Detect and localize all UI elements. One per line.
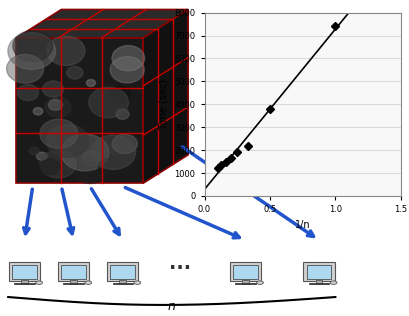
Circle shape [116, 109, 129, 119]
Bar [110, 265, 135, 279]
Bar [119, 280, 126, 283]
Ellipse shape [257, 281, 263, 284]
Bar [58, 262, 89, 281]
Circle shape [86, 80, 95, 87]
Circle shape [7, 54, 44, 83]
Bar [61, 265, 86, 279]
Ellipse shape [85, 281, 92, 284]
Bar [63, 283, 84, 284]
Circle shape [29, 147, 39, 155]
Circle shape [74, 158, 106, 184]
Bar [309, 283, 329, 284]
Circle shape [43, 81, 63, 97]
Circle shape [91, 135, 136, 169]
Polygon shape [143, 9, 188, 183]
Bar [242, 280, 249, 283]
Circle shape [40, 159, 60, 174]
Bar [12, 265, 37, 279]
Circle shape [89, 87, 128, 118]
Bar [107, 262, 138, 281]
Circle shape [47, 125, 88, 157]
Circle shape [112, 134, 137, 154]
Circle shape [109, 86, 131, 103]
Circle shape [40, 119, 78, 149]
Circle shape [40, 150, 76, 178]
Circle shape [13, 31, 53, 61]
Ellipse shape [330, 281, 337, 284]
Bar [233, 265, 258, 279]
Bar [307, 265, 331, 279]
Polygon shape [16, 9, 188, 38]
Circle shape [8, 33, 56, 70]
Bar [21, 280, 28, 283]
Text: n: n [168, 300, 176, 313]
Circle shape [36, 152, 47, 160]
Y-axis label: Time (sec): Time (sec) [159, 79, 169, 130]
Bar [112, 283, 133, 284]
Circle shape [45, 97, 71, 117]
Bar [235, 283, 256, 284]
Circle shape [110, 57, 144, 83]
Bar [9, 262, 40, 281]
Circle shape [78, 117, 87, 124]
Circle shape [33, 107, 43, 115]
Circle shape [112, 46, 145, 71]
Circle shape [98, 158, 121, 176]
X-axis label: 1/n: 1/n [295, 220, 310, 229]
Text: ...: ... [169, 254, 191, 273]
Circle shape [67, 66, 83, 79]
Circle shape [49, 100, 63, 110]
Circle shape [109, 143, 124, 155]
Polygon shape [16, 38, 143, 183]
Bar [14, 283, 35, 284]
Circle shape [47, 36, 85, 65]
Circle shape [18, 84, 38, 100]
Bar [316, 280, 322, 283]
Ellipse shape [36, 281, 43, 284]
Circle shape [61, 134, 109, 171]
Circle shape [82, 151, 102, 166]
Ellipse shape [134, 281, 141, 284]
Bar [303, 262, 335, 281]
Bar [230, 262, 261, 281]
Bar [70, 280, 77, 283]
